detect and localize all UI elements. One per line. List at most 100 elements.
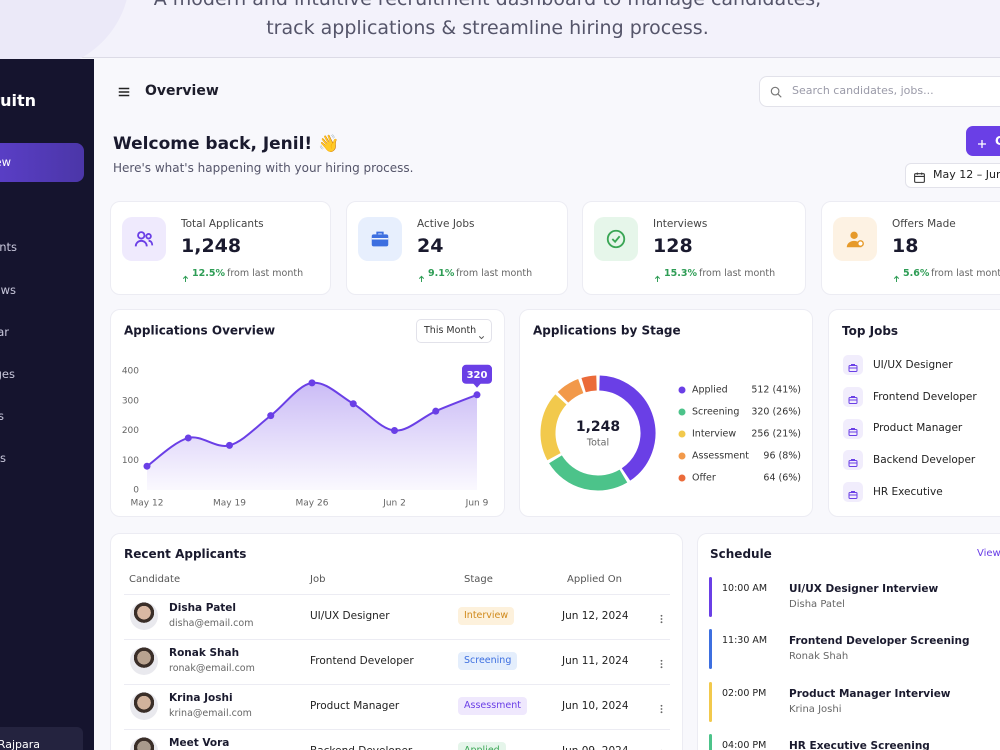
row-menu[interactable] xyxy=(656,700,667,714)
card-title: Recent Applicants xyxy=(124,546,247,561)
candidate-email: disha@email.com xyxy=(169,618,254,630)
point xyxy=(226,441,233,449)
column-header: Stage xyxy=(464,574,493,585)
column-header: Candidate xyxy=(129,574,181,585)
job-icon xyxy=(847,391,859,404)
stage-badge: Screening xyxy=(458,652,518,670)
point xyxy=(184,434,192,442)
avatar xyxy=(130,737,158,750)
stat-change: 9.1% xyxy=(428,268,455,280)
schedule-person: Disha Patel xyxy=(789,599,845,610)
nav-item[interactable]: Overview xyxy=(0,155,11,169)
welcome-subtitle: Here's what's happening with your hiring… xyxy=(113,160,414,175)
stat-icon-bg xyxy=(594,217,638,261)
schedule-bar xyxy=(709,734,712,750)
chevron xyxy=(477,327,486,340)
stat-label: Interviews xyxy=(653,217,708,230)
schedule-title: Product Manager Interview xyxy=(789,687,951,700)
value-label: 320 (26%) xyxy=(751,407,801,418)
nav-item[interactable]: Reports xyxy=(0,409,4,423)
stat-label: Offers Made xyxy=(892,217,956,230)
stat-label: Active Jobs xyxy=(417,217,475,230)
banner-line: track applications & streamline hiring p… xyxy=(266,16,709,39)
applied-date: Jun 09, 2024 xyxy=(562,745,629,750)
nav-item[interactable]: Messages xyxy=(0,367,15,381)
chart-card xyxy=(519,309,813,517)
search-box[interactable] xyxy=(759,76,1000,107)
job-icon-svg xyxy=(848,364,858,372)
row-menu[interactable] xyxy=(656,655,667,669)
x-tick-label: May 12 xyxy=(131,499,164,509)
job-icon xyxy=(847,423,859,436)
legend-label: Screening xyxy=(692,407,739,418)
job-name: HR Executive xyxy=(873,485,943,498)
nav-item[interactable]: Interviews xyxy=(0,283,16,297)
stat-icon-bg xyxy=(122,217,166,261)
stat-card xyxy=(582,201,806,295)
applied-date: Jun 10, 2024 xyxy=(562,699,629,712)
user-card xyxy=(0,727,83,750)
stat-icon-svg xyxy=(846,231,864,248)
chart: Applications Overview 0 100 200 300 400 May 12… xyxy=(122,324,492,509)
create-button[interactable] xyxy=(966,126,1000,156)
legend-label: Offer xyxy=(692,473,716,484)
x-tick-label: Jun 9 xyxy=(465,499,489,509)
plus-icon xyxy=(976,135,988,148)
schedule-person: Ronak Shah xyxy=(789,651,849,662)
stat-value: 18 xyxy=(892,234,919,257)
stat-icon xyxy=(133,228,155,250)
filter-dropdown[interactable] xyxy=(416,319,492,343)
search-icon-svg xyxy=(770,86,782,98)
y-tick-label: 300 xyxy=(122,396,139,406)
legend-label: Applied xyxy=(692,385,728,396)
y-tick-label: 0 xyxy=(133,486,139,496)
nav-item[interactable]: Applicants xyxy=(0,240,17,254)
value-label: 96 (8%) xyxy=(763,451,801,462)
stat-change-note: from last month xyxy=(456,268,533,280)
up-arrow xyxy=(181,269,190,282)
up-arrow xyxy=(892,269,901,282)
user-name: Jenil Rajpara xyxy=(0,738,40,750)
row-menu[interactable] xyxy=(656,610,667,624)
y-tick-label: 200 xyxy=(122,426,139,436)
x-tick-label: Jun 2 xyxy=(382,499,406,509)
stat-icon-svg xyxy=(606,229,626,249)
schedule-title: Frontend Developer Screening xyxy=(789,634,970,647)
point xyxy=(432,407,440,415)
job-name: Product Manager xyxy=(873,422,963,435)
job-icon-svg xyxy=(848,395,858,404)
avatar xyxy=(130,692,158,720)
date-range[interactable] xyxy=(905,163,1000,188)
nav-item[interactable]: Calendar xyxy=(0,325,9,339)
schedule-title: UI/UX Designer Interview xyxy=(789,582,939,595)
candidate-name: Disha Patel xyxy=(169,601,237,614)
banner-line: A modern and intuitive recruitment dashb… xyxy=(0,0,975,10)
nav-item[interactable]: Settings xyxy=(0,451,6,465)
up-arrow-svg xyxy=(654,275,661,282)
sidebar: Recruitn Overview Applicants Interviews Cale… xyxy=(0,59,94,750)
up-arrow xyxy=(653,269,662,282)
schedule-bar xyxy=(709,577,712,617)
up-arrow-svg xyxy=(893,275,900,282)
chart-title: Applications by Stage xyxy=(533,324,681,338)
row-menu[interactable] xyxy=(656,745,667,750)
menu-icon-svg xyxy=(118,87,130,97)
candidate-email: ronak@email.com xyxy=(169,663,255,675)
job-icon-svg xyxy=(848,459,858,468)
value-label: 256 (21%) xyxy=(751,429,801,440)
job-title: Backend Developer xyxy=(310,745,412,750)
view-all-link[interactable]: View all xyxy=(977,548,1000,559)
schedule-bar xyxy=(709,629,712,669)
donut-segment xyxy=(581,375,597,393)
point xyxy=(308,379,316,387)
candidate-name: Meet Vora xyxy=(169,736,230,749)
donut-total: 1,248 xyxy=(576,419,620,435)
stat-icon-bg xyxy=(833,217,877,261)
schedule-title: HR Executive Screening xyxy=(789,739,930,750)
stat-change-note: from last month xyxy=(227,268,304,280)
job-title: Frontend Developer xyxy=(310,654,414,667)
stat-change: 15.3% xyxy=(664,268,697,280)
candidate-name: Ronak Shah xyxy=(169,646,240,659)
stat-icon xyxy=(369,228,391,250)
legend-swatch xyxy=(678,408,686,416)
